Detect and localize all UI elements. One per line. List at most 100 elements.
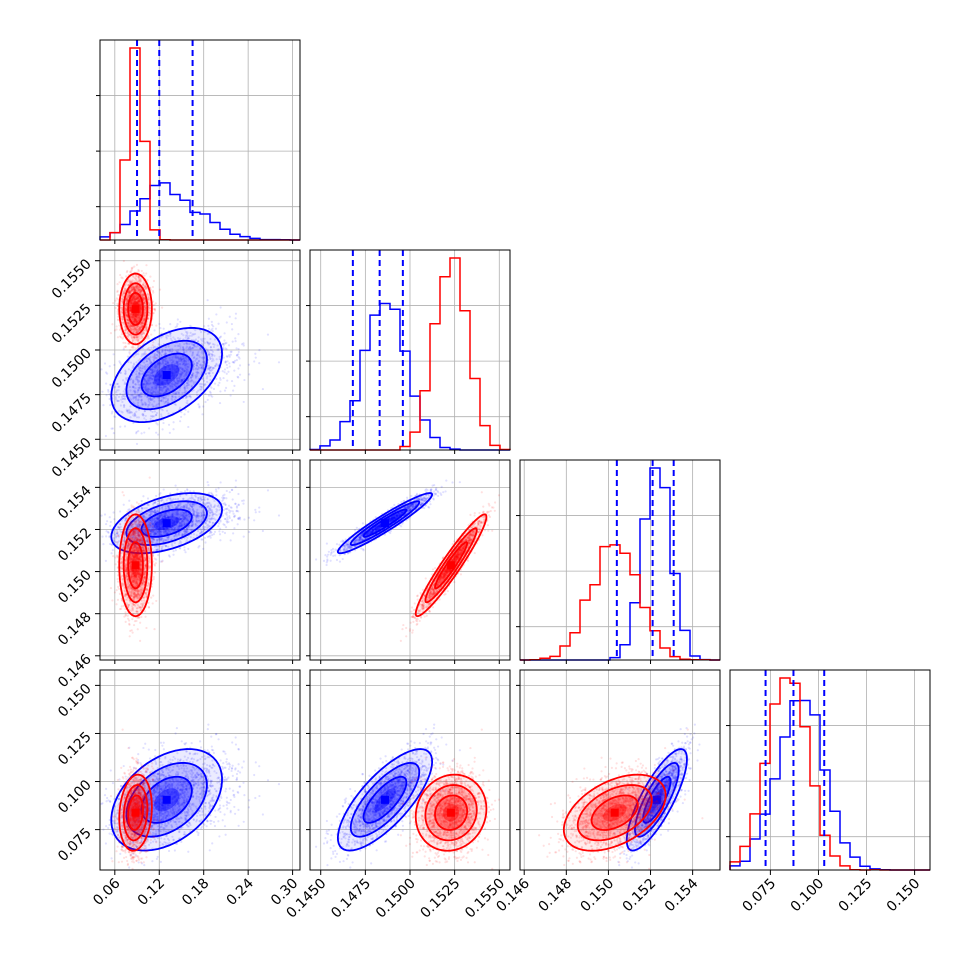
sample-point-red — [127, 291, 130, 294]
sample-point-red — [136, 347, 139, 350]
sample-point-blue — [190, 376, 193, 379]
sample-point-red — [116, 315, 120, 318]
sample-point-blue — [183, 369, 186, 372]
sample-point-blue — [176, 379, 179, 382]
sample-point-red — [130, 334, 133, 337]
sample-point-blue — [157, 343, 160, 346]
sample-point-red — [135, 335, 139, 338]
sample-point-red — [129, 302, 132, 306]
sample-point-blue — [112, 432, 115, 435]
sample-point-blue — [153, 379, 156, 382]
sample-point-red — [143, 332, 146, 335]
sample-point-blue — [154, 378, 158, 381]
sample-point-blue — [134, 387, 137, 390]
sample-point-blue — [162, 365, 166, 368]
sample-point-red — [119, 306, 123, 309]
sample-point-blue — [158, 381, 161, 384]
sample-point-blue — [144, 367, 147, 370]
sample-point-red — [133, 297, 136, 300]
sample-point-blue — [159, 375, 163, 378]
sample-point-blue — [150, 388, 154, 391]
sample-point-red — [121, 306, 124, 310]
sample-point-blue — [206, 398, 209, 401]
sample-point-red — [124, 313, 128, 316]
sample-point-blue — [124, 369, 127, 372]
sample-point-red — [129, 300, 133, 303]
sample-point-red — [136, 316, 139, 319]
sample-point-red — [131, 330, 135, 334]
sample-point-red — [140, 306, 143, 310]
sample-point-blue — [173, 398, 176, 401]
sample-point-red — [139, 348, 142, 351]
sample-point-blue — [219, 335, 223, 338]
sample-point-red — [120, 306, 124, 309]
sample-point-red — [130, 269, 133, 272]
sample-point-blue — [142, 412, 145, 415]
sample-point-red — [138, 327, 141, 331]
sample-point-red — [132, 320, 135, 323]
sample-point-red — [127, 280, 131, 283]
sample-point-blue — [181, 363, 185, 366]
sample-point-blue — [212, 345, 216, 349]
sample-point-blue — [193, 343, 196, 346]
sample-point-blue — [153, 381, 156, 384]
sample-point-blue — [167, 361, 170, 364]
sample-point-red — [117, 293, 120, 297]
sample-point-blue — [211, 366, 215, 369]
sample-point-blue — [158, 352, 161, 355]
sample-point-blue — [180, 358, 183, 361]
sample-point-blue — [152, 359, 156, 363]
sample-point-blue — [174, 549, 177, 552]
sample-point-blue — [159, 376, 162, 379]
sample-point-red — [145, 287, 148, 290]
sample-point-blue — [171, 373, 174, 376]
sample-point-red — [130, 298, 133, 301]
sample-point-blue — [177, 368, 180, 371]
sample-point-blue — [179, 337, 182, 340]
sample-point-red — [144, 306, 147, 309]
sample-point-blue — [173, 372, 176, 375]
sample-point-blue — [254, 511, 257, 514]
sample-point-blue — [138, 386, 141, 389]
sample-point-blue — [189, 395, 192, 398]
sample-point-blue — [203, 330, 206, 333]
sample-point-blue — [190, 376, 193, 379]
sample-point-blue — [172, 374, 176, 377]
sample-point-blue — [197, 340, 200, 343]
sample-point-blue — [225, 363, 228, 367]
sample-point-red — [126, 332, 129, 335]
sample-point-blue — [138, 394, 141, 397]
sample-point-blue — [147, 358, 150, 361]
sample-point-red — [125, 297, 128, 300]
sample-point-blue — [138, 372, 141, 375]
sample-point-blue — [140, 395, 143, 398]
sample-point-blue — [194, 338, 198, 341]
sample-point-red — [109, 331, 113, 335]
sample-point-blue — [184, 336, 187, 339]
sample-point-red — [131, 316, 134, 319]
sample-point-blue — [155, 353, 158, 357]
sample-point-blue — [164, 400, 168, 403]
sample-point-blue — [174, 484, 177, 487]
sample-point-blue — [159, 491, 162, 495]
sample-point-blue — [163, 402, 166, 405]
sample-point-red — [141, 319, 144, 322]
sample-point-red — [125, 314, 128, 317]
sample-point-red — [143, 309, 146, 312]
sample-point-blue — [116, 382, 120, 385]
sample-point-red — [126, 284, 130, 287]
sample-point-blue — [209, 366, 212, 369]
sample-point-red — [132, 295, 135, 298]
sample-point-blue — [167, 379, 170, 382]
sample-point-red — [129, 312, 132, 316]
sample-point-red — [131, 299, 134, 302]
sample-point-red — [142, 293, 145, 296]
sample-point-blue — [186, 331, 189, 334]
sample-point-blue — [156, 374, 159, 377]
sample-point-blue — [225, 508, 228, 511]
sample-point-blue — [153, 329, 156, 332]
sample-point-blue — [153, 370, 156, 373]
sample-point-red — [125, 314, 128, 317]
sample-point-blue — [188, 334, 191, 337]
sample-point-blue — [132, 386, 136, 389]
